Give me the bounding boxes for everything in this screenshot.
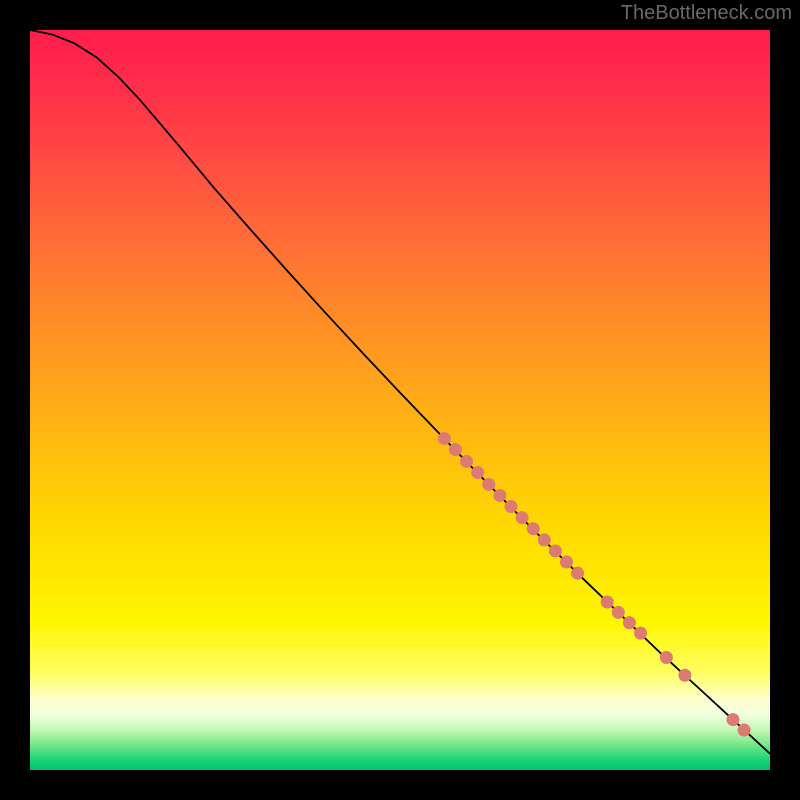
data-marker <box>660 651 673 664</box>
data-marker <box>549 544 562 557</box>
data-marker <box>505 500 518 513</box>
trend-line <box>30 30 770 754</box>
data-marker <box>612 606 625 619</box>
data-marker <box>727 713 740 726</box>
data-marker <box>449 443 462 456</box>
chart-plot-area <box>30 30 770 770</box>
watermark-text: TheBottleneck.com <box>621 2 792 25</box>
data-marker <box>460 455 473 468</box>
data-marker <box>623 616 636 629</box>
data-marker <box>634 627 647 640</box>
data-marker <box>516 511 529 524</box>
data-marker <box>560 556 573 569</box>
data-marker <box>571 567 584 580</box>
curve-layer <box>30 30 770 770</box>
data-marker <box>538 533 551 546</box>
data-marker <box>678 669 691 682</box>
data-marker <box>601 596 614 609</box>
data-marker <box>527 522 540 535</box>
data-marker <box>438 432 451 445</box>
data-marker <box>493 489 506 502</box>
data-marker <box>482 478 495 491</box>
data-marker <box>738 724 751 737</box>
data-marker <box>471 466 484 479</box>
